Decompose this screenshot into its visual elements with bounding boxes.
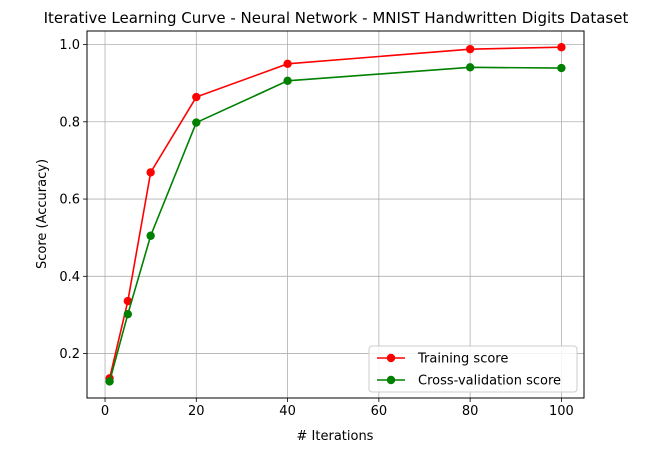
series-1-point <box>557 63 566 73</box>
grid <box>87 31 584 398</box>
x-tick-label: 40 <box>279 404 296 419</box>
y-tick-label: 1.0 <box>59 38 80 53</box>
series-line-1 <box>108 66 562 382</box>
series-1-point <box>105 377 114 386</box>
series-line-0 <box>108 46 562 379</box>
series-0-point <box>283 59 292 69</box>
legend-marker-cv <box>386 375 396 385</box>
y-tick-label: 0.6 <box>59 193 80 208</box>
x-tick-label: 60 <box>371 404 388 419</box>
y-tick-label: 0.8 <box>59 115 80 130</box>
series-1-point <box>465 63 475 72</box>
legend-marker-training <box>386 353 396 363</box>
y-axis-label: Score (Accuracy) <box>35 159 50 269</box>
series-layer <box>105 43 566 386</box>
series-1-point <box>123 309 133 319</box>
series-0-point <box>557 43 566 52</box>
y-tick-label: 0.4 <box>59 270 80 285</box>
series-0-point <box>192 92 201 102</box>
series-1-point <box>283 76 292 86</box>
x-axis-label: # Iterations <box>297 429 374 444</box>
series-1-point <box>146 231 155 240</box>
x-tick-label: 0 <box>101 404 109 419</box>
legend-label-training: Training score <box>417 352 508 367</box>
x-tick-label: 20 <box>188 404 205 419</box>
legend-frame <box>368 345 578 393</box>
plot-area-frame <box>86 30 585 399</box>
series-0-point <box>123 296 133 306</box>
y-tick-label: 0.2 <box>59 347 80 362</box>
series-0-point <box>465 44 475 54</box>
x-tick-label: 100 <box>549 404 574 419</box>
legend: Training score Cross-validation score <box>368 345 578 393</box>
chart-title: Iterative Learning Curve - Neural Networ… <box>44 9 629 27</box>
series-0-point <box>146 168 155 177</box>
axis-ticks: 0 20 40 60 80 100 0.2 0.4 0.6 0.8 1.0 <box>59 38 574 419</box>
series-1-point <box>192 118 201 127</box>
legend-label-cv: Cross-validation score <box>418 374 561 389</box>
x-tick-label: 80 <box>462 404 479 419</box>
